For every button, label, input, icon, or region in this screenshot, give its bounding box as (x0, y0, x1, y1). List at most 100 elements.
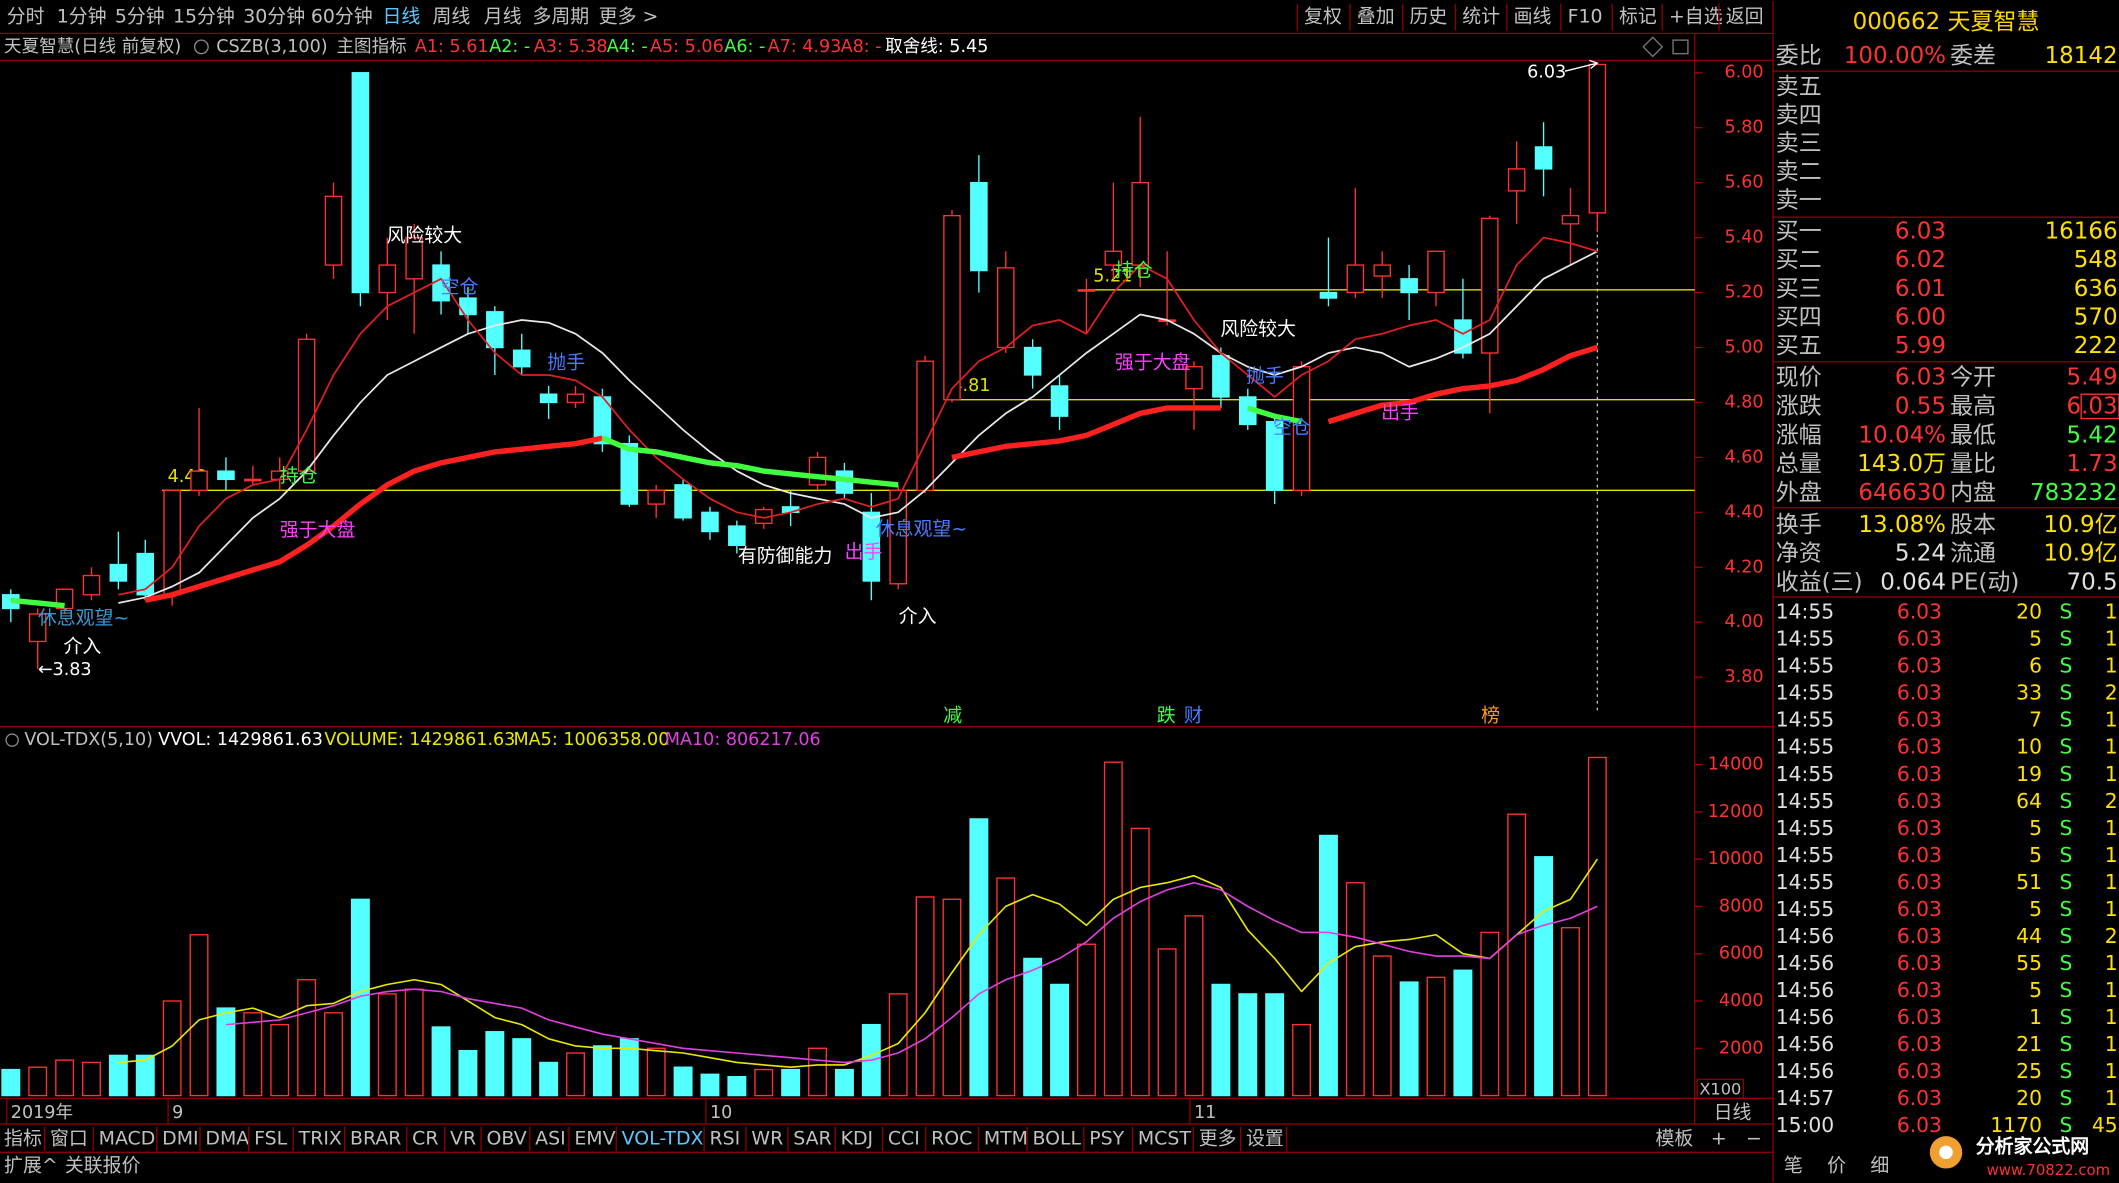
tick-price: 6.03 (1897, 1113, 1942, 1137)
toolbar-item[interactable]: 分时 (7, 6, 45, 28)
volume-bar (1453, 969, 1473, 1097)
volume-bar (1318, 834, 1338, 1097)
toolbar-item[interactable]: +自选 (1669, 6, 1723, 28)
tab[interactable]: RSI (709, 1127, 740, 1149)
tab[interactable]: OBV (487, 1127, 527, 1149)
annotation: 强于大盘 (1115, 352, 1191, 374)
tab[interactable]: FSL (254, 1127, 288, 1149)
toolbar-item[interactable]: 60分钟 (311, 6, 373, 28)
tab[interactable]: 设置 (1246, 1127, 1284, 1149)
tick-count: 1 (2105, 627, 2118, 651)
tick-volume: 5 (2029, 978, 2042, 1002)
toolbar-item[interactable]: 30分钟 (243, 6, 305, 28)
tab[interactable]: 模板 (1655, 1127, 1693, 1149)
tab[interactable]: MTM (984, 1127, 1028, 1149)
tick-time: 14:55 (1776, 708, 1834, 732)
tab[interactable]: MCST (1138, 1127, 1192, 1149)
toolbar-item[interactable]: 15分钟 (173, 6, 235, 28)
stat-label: 今开 (1950, 364, 1996, 390)
logo-url: www.70822.com (1987, 1161, 2111, 1179)
tab[interactable]: EMV (574, 1127, 615, 1149)
tab[interactable]: CCI (888, 1127, 920, 1149)
toolbar-item[interactable]: 复权 (1304, 6, 1342, 28)
diamond-icon[interactable] (1642, 36, 1664, 58)
toolbar-item[interactable]: 统计 (1462, 6, 1500, 28)
tab[interactable]: ROC (931, 1127, 972, 1149)
volume-bar (1238, 993, 1258, 1097)
tick-side: S (2060, 654, 2073, 678)
toolbar-item[interactable]: 日线 (382, 6, 420, 28)
tick-count: 1 (2105, 1059, 2118, 1083)
volume-bar (1130, 827, 1150, 1097)
toolbar-item[interactable]: F10 (1568, 6, 1603, 28)
stat-label: 收益(三) (1776, 570, 1863, 596)
candle-body (1185, 366, 1203, 390)
toolbar-item[interactable]: 标记 (1619, 6, 1657, 28)
candle-body (1534, 146, 1553, 170)
tick-time: 14:55 (1776, 870, 1834, 894)
toolbar-item[interactable]: 月线 (484, 6, 522, 28)
candle-body (351, 72, 370, 294)
tab[interactable]: DMA (205, 1127, 249, 1149)
book-label: 买一 (1776, 219, 1822, 245)
quote-label: 委比 (1776, 43, 1822, 69)
toolbar-item[interactable]: 叠加 (1357, 6, 1395, 28)
tab[interactable]: ASI (535, 1127, 566, 1149)
tab[interactable]: VR (450, 1127, 476, 1149)
tab[interactable]: 扩展^ (4, 1154, 58, 1176)
candle-body (405, 236, 423, 280)
annotation: 榜 (1481, 704, 1500, 726)
tick-price: 6.03 (1897, 1005, 1942, 1029)
toolbar-item[interactable]: 更多 > (599, 6, 659, 28)
annotation: 空仓 (441, 276, 479, 298)
indicator-icon[interactable] (193, 39, 209, 55)
ma-line (118, 236, 1598, 596)
volume-bar (108, 1054, 128, 1097)
toolbar-item[interactable]: 返回 (1726, 6, 1764, 28)
toolbar-item[interactable]: 历史 (1410, 6, 1448, 28)
tab[interactable]: 窗口 (50, 1127, 88, 1149)
annotation: 财 (1184, 704, 1203, 726)
x-tick-label: 2019年 (11, 1103, 73, 1123)
window-icon[interactable] (1672, 39, 1689, 55)
candle-body (647, 489, 665, 505)
book-label: 卖四 (1776, 102, 1822, 128)
panel-tab[interactable]: 价 (1827, 1154, 1846, 1176)
indicator-value: 主图指标 (336, 37, 406, 57)
tab[interactable]: SAR (793, 1127, 831, 1149)
candle-body (970, 181, 988, 272)
ma-line (144, 344, 1599, 603)
tab[interactable]: 指标 (4, 1127, 42, 1149)
candle-body (1212, 355, 1230, 398)
stat-value: 783232 (2030, 480, 2118, 506)
tab[interactable]: CR (412, 1127, 438, 1149)
indicator-icon[interactable] (5, 733, 19, 747)
tab[interactable]: WR (751, 1127, 783, 1149)
stat-label: 内盘 (1950, 480, 1996, 506)
toolbar-item[interactable]: 5分钟 (115, 6, 165, 28)
toolbar-item[interactable]: 画线 (1514, 6, 1552, 28)
toolbar-item[interactable]: 1分钟 (57, 6, 107, 28)
tab[interactable]: VOL-TDX (622, 1127, 704, 1149)
tab[interactable]: PSY (1089, 1127, 1124, 1149)
y-tick-label: 6000 (1719, 944, 1764, 964)
book-label: 卖五 (1776, 74, 1822, 100)
toolbar-item[interactable]: 多周期 (532, 6, 589, 28)
tab[interactable]: 关联报价 (65, 1154, 141, 1176)
tab[interactable]: DMI (162, 1127, 198, 1149)
panel-tab[interactable]: 细 (1870, 1154, 1889, 1176)
tab[interactable]: TRIX (298, 1127, 342, 1149)
tab[interactable]: BRAR (350, 1127, 401, 1149)
ma-line (118, 858, 1599, 1069)
panel-tab[interactable]: 笔 (1784, 1154, 1803, 1176)
tab[interactable]: + (1711, 1127, 1727, 1149)
tab[interactable]: KDJ (841, 1127, 874, 1149)
tab[interactable]: BOLL (1032, 1127, 1081, 1149)
tab[interactable]: MACD (99, 1127, 156, 1149)
tick-count: 2 (2105, 681, 2118, 705)
tick-side: S (2060, 681, 2073, 705)
tab[interactable]: − (1746, 1127, 1762, 1149)
tab[interactable]: 更多 (1199, 1127, 1237, 1149)
volume-bar (297, 979, 317, 1097)
toolbar-item[interactable]: 周线 (432, 6, 470, 28)
